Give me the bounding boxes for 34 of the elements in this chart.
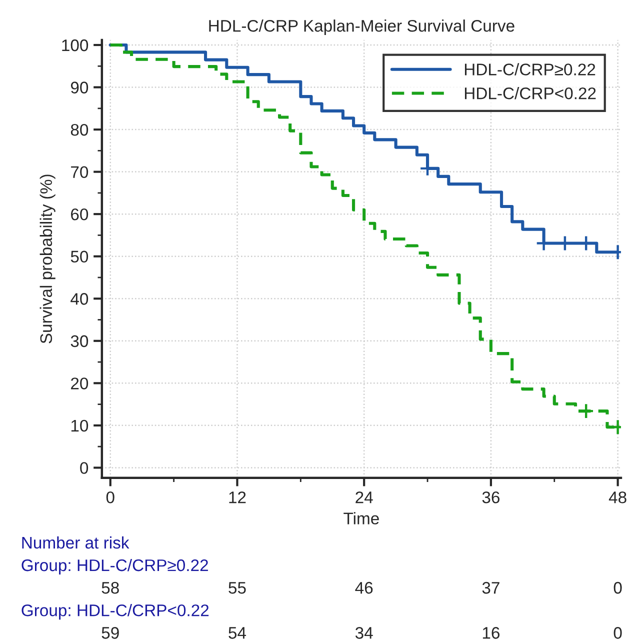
y-tick-label: 40 xyxy=(70,293,88,305)
x-axis-title: Time xyxy=(344,512,379,524)
x-tick-label: 36 xyxy=(482,491,500,504)
y-tick-label: 60 xyxy=(71,208,88,220)
text: 0 xyxy=(614,627,622,639)
text: 55 xyxy=(228,582,246,594)
text: Group: HDL-C/CRP<0.22 xyxy=(22,604,209,620)
x-tick-label: 24 xyxy=(356,491,373,504)
y-tick-label: 10 xyxy=(71,420,88,432)
x-tick-label: 0 xyxy=(106,491,114,504)
y-tick-label: 0 xyxy=(80,462,88,474)
y-tick-label: 90 xyxy=(70,82,88,94)
text: 34 xyxy=(355,627,373,639)
text: 58 xyxy=(102,582,119,594)
text: 46 xyxy=(355,582,373,594)
legend-label: HDL-C/CRP≥0.22 xyxy=(464,63,596,76)
y-tick-label: 100 xyxy=(62,39,88,52)
y-tick-label: 50 xyxy=(70,250,88,263)
text: Number at risk xyxy=(22,536,130,549)
text: 0 xyxy=(614,582,622,594)
legend-label: HDL-C/CRP<0.22 xyxy=(464,87,596,100)
y-axis-title: Survival probability (%) xyxy=(40,174,56,344)
x-tick-label: 48 xyxy=(608,491,626,504)
text: Group: HDL-C/CRP≥0.22 xyxy=(22,558,208,574)
x-tick-label: 12 xyxy=(229,491,246,504)
y-tick-label: 70 xyxy=(71,166,88,178)
text: 37 xyxy=(482,582,500,594)
chart-title: HDL-C/CRP Kaplan-Meier Survival Curve xyxy=(209,20,514,36)
text: 59 xyxy=(102,627,119,639)
text: 16 xyxy=(482,627,500,639)
y-tick-label: 80 xyxy=(70,124,88,136)
text: 54 xyxy=(228,627,246,639)
y-tick-label: 30 xyxy=(70,335,88,348)
y-tick-label: 20 xyxy=(71,378,88,390)
